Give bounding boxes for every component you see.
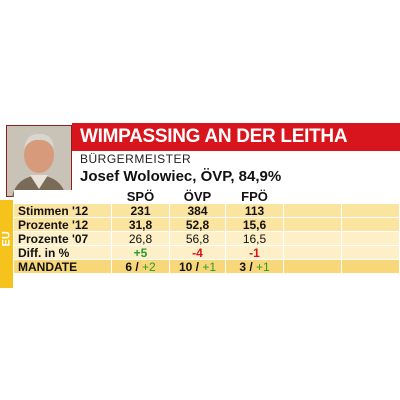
table-cell: 3 / +1	[226, 260, 284, 274]
table-cell	[342, 260, 400, 274]
row-label: Prozente '07	[14, 232, 112, 246]
table-cell: 384	[170, 204, 226, 218]
table-cell: 113	[226, 204, 284, 218]
column-header: ÖVP	[170, 190, 226, 204]
row-label: Diff. in %	[14, 246, 112, 260]
side-strip: EU	[0, 200, 13, 288]
table-cell	[284, 232, 342, 246]
table-cell	[284, 204, 342, 218]
table-cell: 26,8	[112, 232, 170, 246]
table-cell: 6 / +2	[112, 260, 170, 274]
table-cell	[284, 246, 342, 260]
column-header: FPÖ	[226, 190, 284, 204]
mandate-count: 6 /	[125, 260, 142, 274]
mayor-photo	[6, 125, 72, 197]
table-cell: 56,8	[170, 232, 226, 246]
table-cell	[342, 232, 400, 246]
table-cell: +5	[112, 246, 170, 260]
table-cell	[342, 204, 400, 218]
mandate-count: 10 /	[178, 260, 203, 274]
table-cell: 52,8	[170, 218, 226, 232]
mandate-change: +1	[202, 260, 217, 274]
column-header: SPÖ	[112, 190, 170, 204]
table-cell	[342, 218, 400, 232]
table-cell	[284, 218, 342, 232]
table-cell: -1	[226, 246, 284, 260]
table-cell: 10 / +1	[170, 260, 226, 274]
table-cell: 31,8	[112, 218, 170, 232]
row-label: Stimmen '12	[14, 204, 112, 218]
mandate-change: +2	[142, 260, 156, 274]
table-cell: 16,5	[226, 232, 284, 246]
table-cell	[284, 260, 342, 274]
column-header	[284, 190, 342, 204]
title: WIMPASSING AN DER LEITHA	[72, 123, 400, 151]
row-label: MANDATE	[14, 260, 112, 274]
mandate-count: 3 /	[239, 260, 256, 274]
table-cell: 231	[112, 204, 170, 218]
mandate-change: +1	[256, 260, 270, 274]
column-header	[14, 190, 112, 204]
table-cell: -4	[170, 246, 226, 260]
row-label: Prozente '12	[14, 218, 112, 232]
column-header	[342, 190, 400, 204]
table-cell: 15,6	[226, 218, 284, 232]
table-cell	[342, 246, 400, 260]
mayor: Josef Wolowiec, ÖVP, 84,9%	[80, 168, 282, 185]
subtitle: BÜRGERMEISTER	[80, 152, 192, 166]
side-label: EU	[0, 231, 13, 247]
